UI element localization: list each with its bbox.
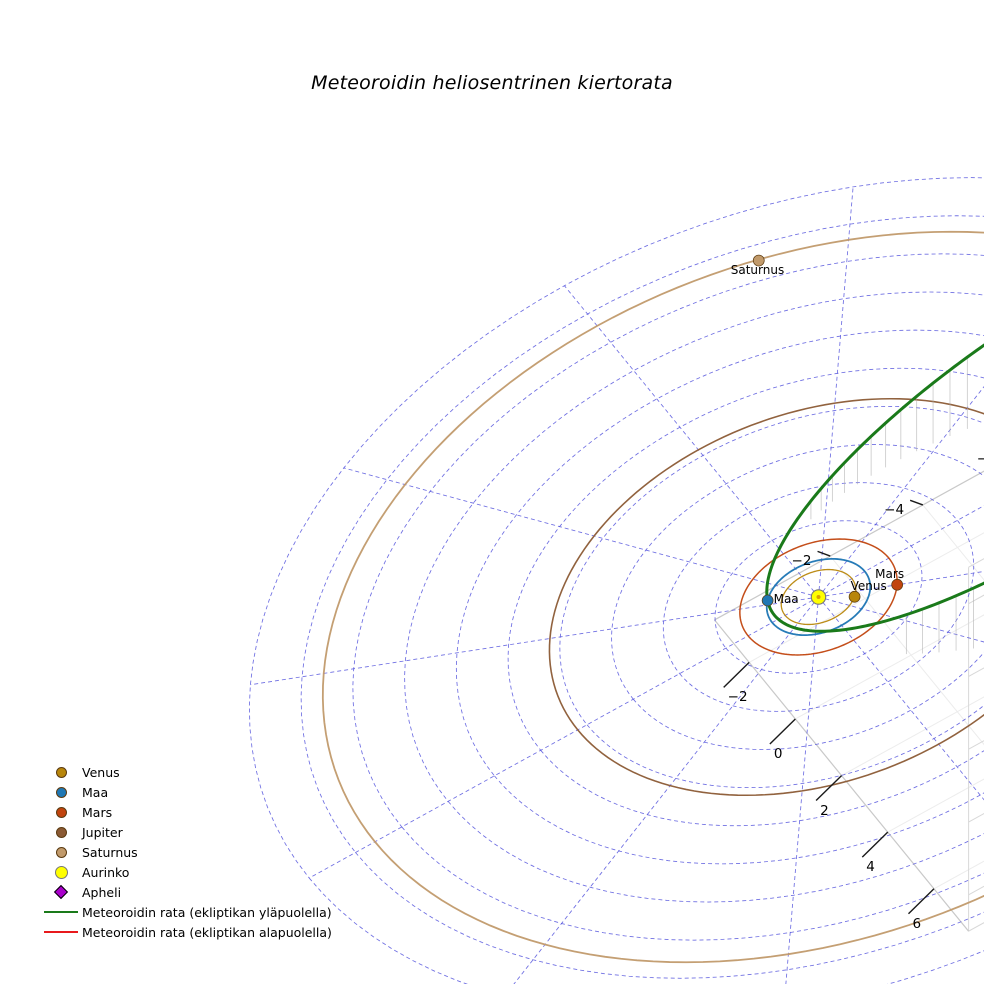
orbit-mars xyxy=(739,538,898,656)
legend-item-label: Aurinko xyxy=(82,864,130,880)
legend-item-label: Maa xyxy=(82,784,109,800)
legend-item-label: Mars xyxy=(82,804,113,820)
marker-venus xyxy=(848,590,861,603)
legend-item-label: Meteoroidin rata (ekliptikan alapuolella… xyxy=(82,924,332,940)
axes-panes xyxy=(714,470,984,932)
x-tick-label: −2 xyxy=(791,553,812,570)
legend-item-venus[interactable]: Venus xyxy=(40,762,370,782)
legend-line-swatch xyxy=(44,930,78,934)
orbit-maa xyxy=(765,557,872,637)
legend-circle-marker xyxy=(55,806,67,818)
y-tick-label: −2 xyxy=(727,689,748,706)
legend-item-apheli[interactable]: Apheli xyxy=(40,882,370,902)
legend-item-label: Meteoroidin rata (ekliptikan yläpuolella… xyxy=(82,904,332,920)
legend-item-label: Jupiter xyxy=(82,824,123,840)
label-saturnus: Saturnus xyxy=(730,262,785,277)
orbit-venus xyxy=(780,568,857,626)
label-maa: Maa xyxy=(773,592,799,607)
legend-item-maa[interactable]: Maa xyxy=(40,782,370,802)
legend-item-jupiter[interactable]: Jupiter xyxy=(40,822,370,842)
page-title: Meteoroidin heliosentrinen kiertorata xyxy=(311,72,673,94)
axis-ticks xyxy=(723,499,935,915)
legend-circle-marker xyxy=(54,865,68,879)
y-tick-label: 2 xyxy=(820,802,829,819)
legend-item-mars[interactable]: Mars xyxy=(40,802,370,822)
x-tick-label: −6 xyxy=(976,451,984,468)
y-tick-label: 0 xyxy=(773,745,783,762)
legend-diamond-marker xyxy=(53,884,69,900)
legend-item-meteoroidin[interactable]: Meteoroidin rata (ekliptikan alapuolella… xyxy=(40,922,370,942)
orbit-saturnus xyxy=(321,230,984,964)
legend-item-aurinko[interactable]: Aurinko xyxy=(40,862,370,882)
trajectory-stems xyxy=(810,357,974,655)
orbit-jupiter xyxy=(548,397,984,797)
marker-saturnus xyxy=(752,254,765,267)
x-tick-label: −4 xyxy=(884,502,905,519)
legend-item-meteoroidin[interactable]: Meteoroidin rata (ekliptikan yläpuolella… xyxy=(40,902,370,922)
legend-item-label: Saturnus xyxy=(82,844,138,860)
legend-line-swatch xyxy=(44,910,78,914)
y-tick-label: 6 xyxy=(912,915,922,932)
legend-item-label: Venus xyxy=(82,764,120,780)
legend-circle-marker xyxy=(55,766,67,778)
label-venus: Venus xyxy=(850,578,887,593)
legend-item-saturnus[interactable]: Saturnus xyxy=(40,842,370,862)
legend-item-label: Apheli xyxy=(82,884,122,900)
planet-orbits xyxy=(321,230,984,964)
legend-circle-marker xyxy=(55,826,67,838)
label-mars: Mars xyxy=(875,566,905,581)
body-markers xyxy=(752,254,904,607)
legend-circle-marker xyxy=(55,846,67,858)
marker-mars xyxy=(891,578,904,591)
marker-maa xyxy=(761,594,774,607)
legend[interactable]: Venus Maa Mars Jupiter Saturnus Aurinko Apheli… xyxy=(40,762,370,942)
y-tick-label: 4 xyxy=(866,859,875,876)
polar-grid xyxy=(248,177,984,984)
legend-circle-marker xyxy=(55,786,67,798)
